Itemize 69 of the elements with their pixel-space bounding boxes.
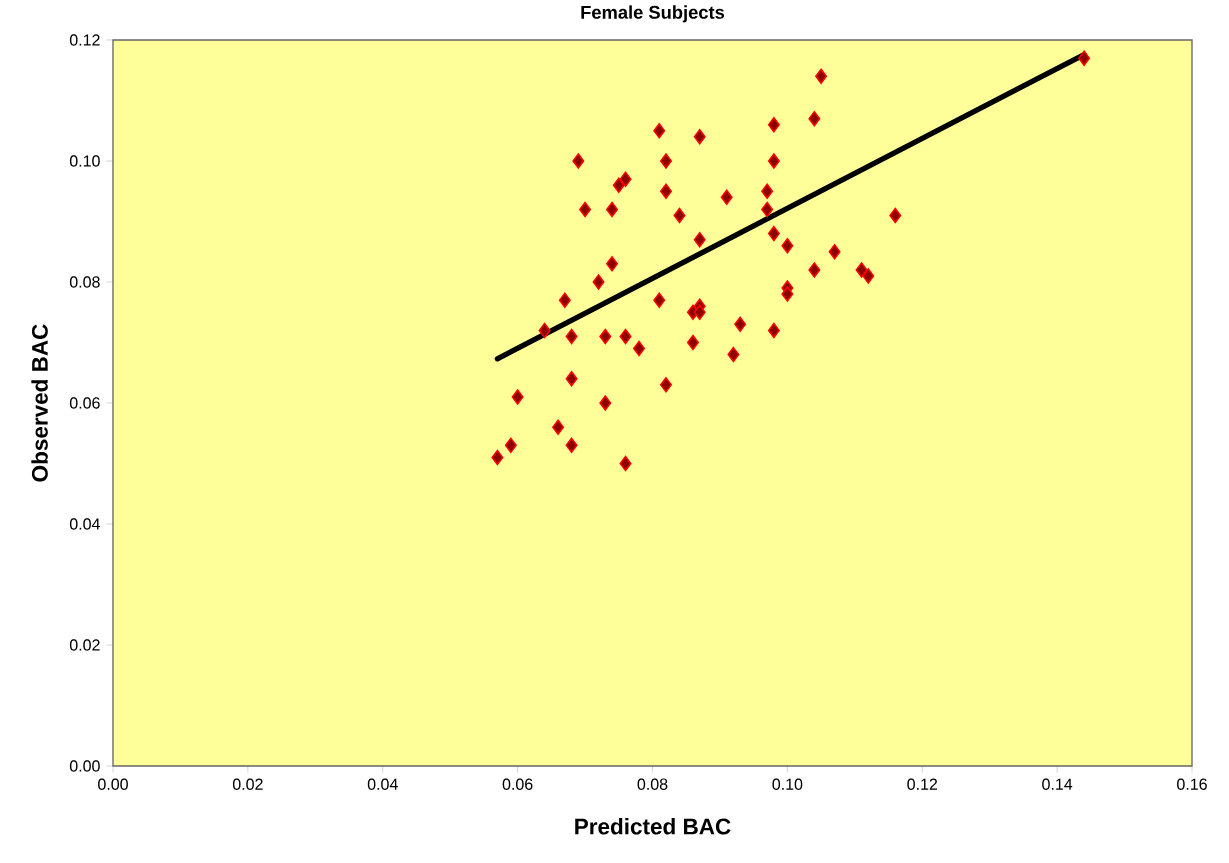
point [538,322,551,339]
y-tick-label: 0.10 [69,155,100,167]
chart-title: Female Subjects [581,5,725,23]
point [633,340,646,357]
point [612,177,625,193]
point [720,189,733,206]
point [808,262,821,278]
point [619,455,632,472]
point [592,274,605,290]
x-tick-label: 0.00 [98,778,128,790]
point [693,231,706,248]
point [579,201,592,218]
point [727,346,740,363]
point [855,262,868,278]
point [761,183,774,199]
point [808,110,821,127]
point [599,395,612,411]
y-tick-label: 0.02 [69,639,100,651]
point [767,153,780,169]
point [619,171,632,187]
point [734,316,747,333]
point [599,328,612,345]
x-tick-label: 0.16 [1177,778,1207,790]
point [781,286,794,302]
x-tick-label: 0.06 [502,778,533,790]
point [767,322,780,339]
point [781,237,794,254]
point [565,371,578,387]
point [693,304,706,320]
point [491,449,504,466]
point [673,207,686,224]
x-axis-title: Predicted BAC [575,817,731,835]
point [619,328,632,345]
point [659,377,672,393]
point [889,207,902,224]
point [815,68,828,85]
x-tick-label: 0.10 [772,778,803,790]
x-tick-label: 0.12 [907,778,938,790]
point [693,129,706,145]
x-tick-label: 0.04 [367,778,398,790]
x-tick-label: 0.14 [1042,778,1073,790]
point [653,292,666,308]
point [572,153,585,169]
point [761,201,774,218]
point [767,225,780,242]
point [659,183,672,199]
point [511,389,524,405]
point [565,437,578,454]
y-tick-label: 0.12 [69,34,100,46]
y-tick-label: 0.00 [69,760,100,772]
point [552,419,565,435]
y-tick-label: 0.08 [69,276,100,288]
point [558,292,571,308]
point [606,201,619,218]
point [767,116,780,133]
y-tick-label: 0.06 [69,397,100,409]
y-axis-title: Observed BAC [31,324,48,482]
x-tick-label: 0.08 [637,778,668,790]
point [504,437,517,454]
x-tick-label: 0.02 [232,778,263,790]
point [1078,50,1091,66]
y-tick-label: 0.04 [69,518,100,530]
point [862,268,875,284]
point [606,256,619,272]
point [659,153,672,169]
point [653,123,666,139]
point [565,328,578,345]
point [686,334,699,351]
point [828,244,841,260]
